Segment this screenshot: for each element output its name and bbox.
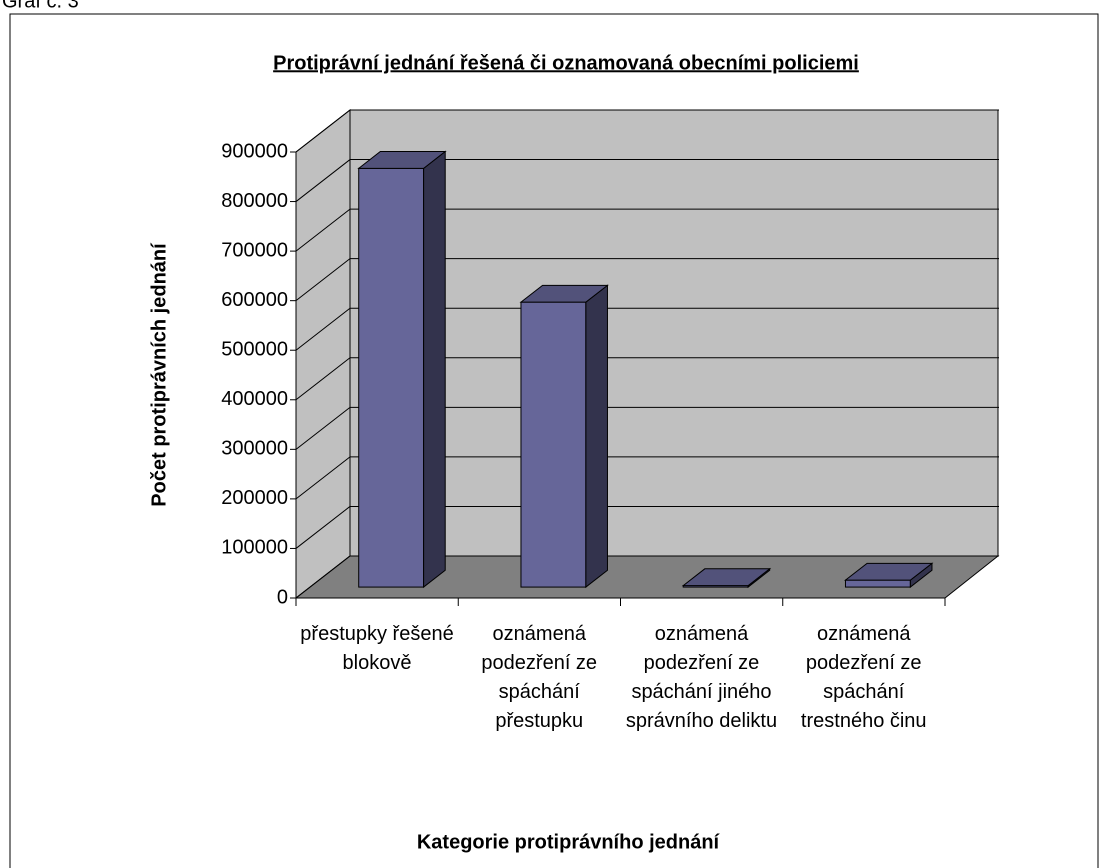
bar-top [357, 151, 447, 169]
bar-front [520, 301, 587, 588]
x-tick-label: oznámená podezření ze spáchání jiného sp… [625, 623, 778, 732]
grid-line [295, 258, 351, 302]
grid-line [295, 159, 351, 202]
y-tick-label: 100000 [221, 537, 288, 559]
bar-front [844, 579, 911, 588]
bar-side [423, 150, 446, 589]
y-tick-label: 500000 [221, 339, 288, 361]
y-tick-label: 900000 [221, 140, 288, 162]
back-wall [349, 109, 999, 557]
x-axis-title: Kategorie protiprávního jednání [417, 831, 721, 853]
bar-front [358, 167, 425, 588]
x-tick-label: přestupky řešené blokově [300, 623, 454, 674]
bar-top [681, 568, 772, 587]
chart-border [9, 13, 1099, 868]
bar-top [844, 562, 934, 581]
caption: Graf č. 3 [2, 0, 79, 12]
x-tick-label: oznámená podezření ze spáchání přestupku [481, 623, 598, 732]
grid-line [295, 406, 351, 450]
y-tick-label: 200000 [221, 487, 288, 509]
y-axis-title: Počet protiprávních jednání [148, 242, 170, 507]
y-tick-label: 700000 [221, 239, 288, 261]
bar-top [519, 284, 609, 303]
y-tick-label: 0 [277, 586, 288, 608]
grid-line [295, 109, 351, 153]
grid-line [295, 357, 351, 401]
x-tick-label: oznámená podezření ze spáchání trestného… [800, 623, 927, 732]
y-tick-label: 800000 [221, 190, 288, 212]
grid-line [295, 506, 351, 549]
y-tick-label: 300000 [221, 438, 288, 460]
side-wall [295, 108, 351, 600]
chart-title: Protiprávní jednání řešená či oznamovaná… [273, 52, 859, 74]
y-tick-label: 600000 [221, 289, 288, 311]
grid-line [295, 456, 351, 500]
bar-side [585, 284, 608, 589]
grid-line [295, 208, 351, 252]
grid-line [295, 555, 351, 599]
grid-line [295, 307, 351, 351]
y-tick-label: 400000 [221, 388, 288, 410]
